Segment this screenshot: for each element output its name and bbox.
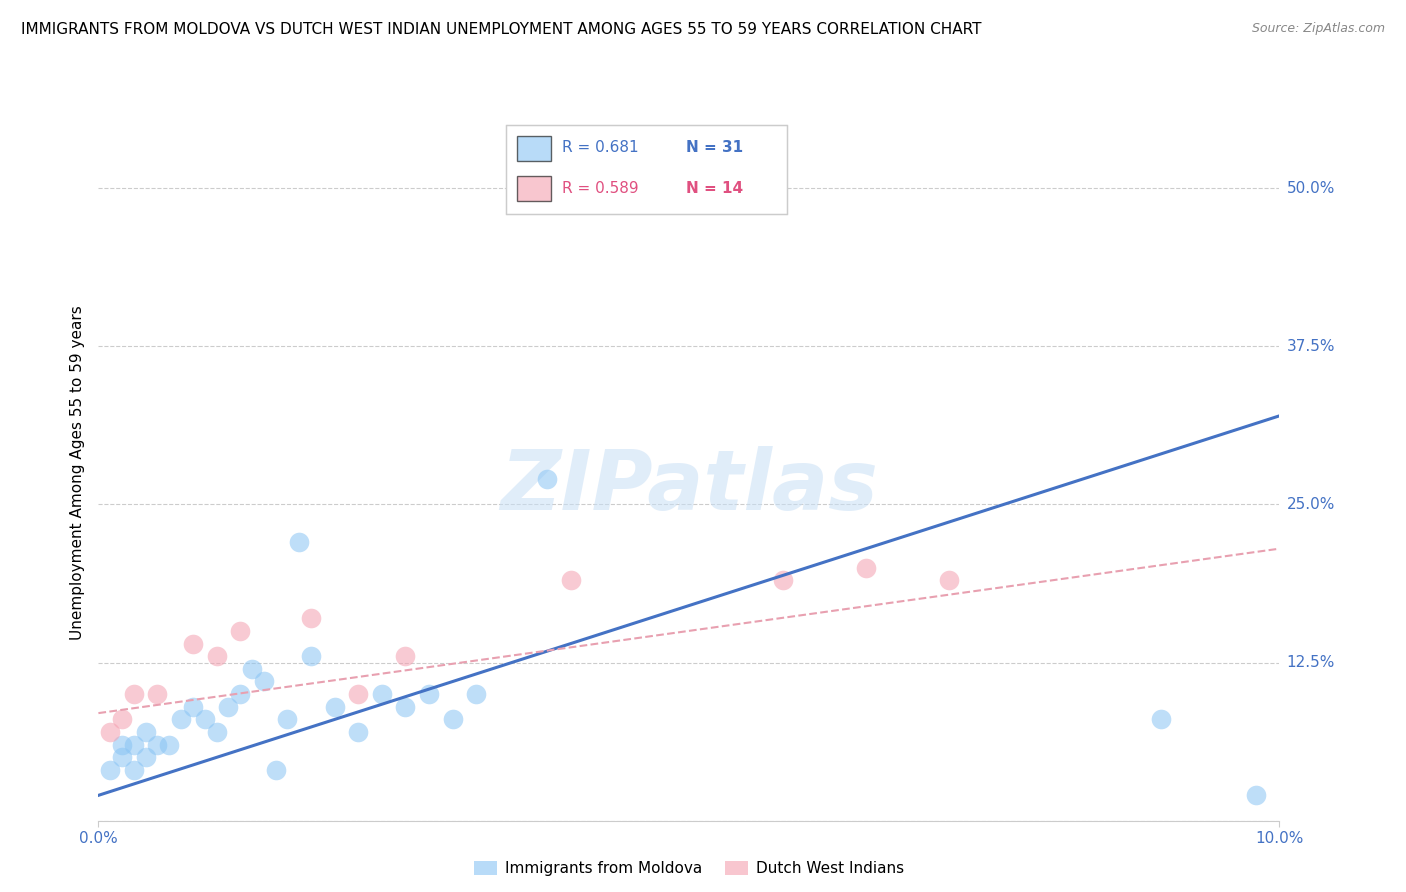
Point [122,687,145,701]
Y-axis label: Unemployment Among Ages 55 to 59 years: Unemployment Among Ages 55 to 59 years [69,305,84,640]
Point [1244,789,1267,803]
Point [111,713,134,727]
Point [323,699,346,714]
Point [240,662,263,676]
Text: 25.0%: 25.0% [1286,497,1334,512]
Point [135,725,157,739]
Point [441,713,464,727]
Point [205,725,228,739]
Point [122,738,145,752]
Point [229,624,252,638]
Point [111,750,134,764]
Text: R = 0.681: R = 0.681 [562,140,638,155]
Point [146,738,169,752]
Text: N = 14: N = 14 [686,181,744,195]
Point [264,763,287,777]
Point [181,636,204,650]
Point [98,763,121,777]
Text: 12.5%: 12.5% [1286,655,1334,670]
Point [536,472,558,486]
Point [111,738,134,752]
Point [170,713,193,727]
Point [217,699,239,714]
Point [205,649,228,664]
Point [772,574,794,588]
Point [122,763,145,777]
Text: 50.0%: 50.0% [1286,181,1334,195]
Point [394,649,416,664]
Point [1150,713,1173,727]
FancyBboxPatch shape [517,176,551,201]
Point [98,725,121,739]
Text: ZIPatlas: ZIPatlas [501,446,877,527]
Point [560,574,582,588]
Text: 37.5%: 37.5% [1286,339,1334,354]
Text: Source: ZipAtlas.com: Source: ZipAtlas.com [1251,22,1385,36]
Legend: Immigrants from Moldova, Dutch West Indians: Immigrants from Moldova, Dutch West Indi… [468,855,910,882]
Point [465,687,488,701]
Point [299,611,322,625]
Point [855,560,877,574]
Point [157,738,180,752]
Text: N = 31: N = 31 [686,140,744,155]
Point [146,687,169,701]
Point [276,713,298,727]
Point [194,713,217,727]
Point [288,535,311,549]
Point [135,750,157,764]
Point [347,687,370,701]
Point [418,687,440,701]
Point [394,699,416,714]
Text: IMMIGRANTS FROM MOLDOVA VS DUTCH WEST INDIAN UNEMPLOYMENT AMONG AGES 55 TO 59 YE: IMMIGRANTS FROM MOLDOVA VS DUTCH WEST IN… [21,22,981,37]
Point [299,649,322,664]
Point [938,574,960,588]
Point [229,687,252,701]
FancyBboxPatch shape [517,136,551,161]
Text: R = 0.589: R = 0.589 [562,181,638,195]
Point [181,699,204,714]
Point [253,674,276,689]
Point [347,725,370,739]
Point [371,687,394,701]
